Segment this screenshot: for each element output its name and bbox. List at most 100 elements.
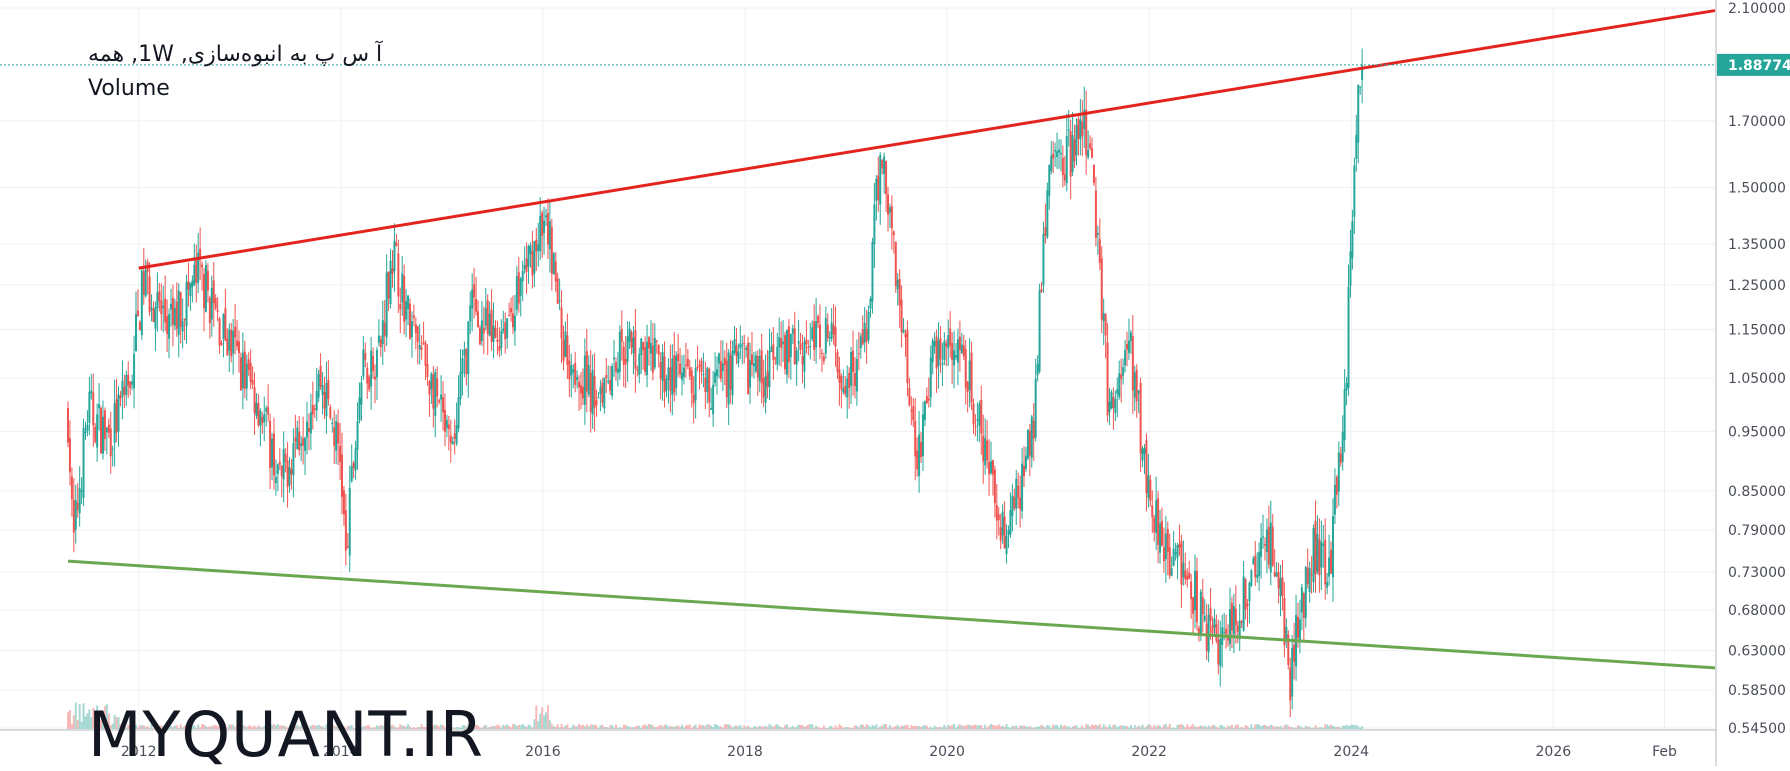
candle-body <box>1287 634 1290 665</box>
volume-bar <box>298 726 301 729</box>
candle-body <box>1106 342 1109 416</box>
volume-bar <box>135 724 138 729</box>
candle-body <box>887 194 890 215</box>
volume-bar <box>929 726 932 729</box>
volume-bar <box>1145 726 1148 729</box>
candle-body <box>342 490 345 515</box>
volume-bar <box>131 725 134 729</box>
watermark-logo: MYQUANT.IR <box>88 698 484 771</box>
candle-body <box>840 375 843 390</box>
volume-bar <box>1089 726 1092 729</box>
volume-bar <box>785 724 788 729</box>
volume-bar <box>772 726 775 729</box>
candle-body <box>721 363 724 372</box>
volume-bar <box>723 724 726 729</box>
candle-body <box>832 324 835 335</box>
volume-bar <box>325 724 328 729</box>
candle-body <box>243 351 246 389</box>
candle-body <box>168 314 171 339</box>
volume-bar <box>690 727 693 729</box>
volume-bar <box>393 726 396 729</box>
candle-body <box>107 424 110 433</box>
candle-body <box>144 269 147 297</box>
candle-body <box>416 326 419 342</box>
candle-body <box>986 440 989 461</box>
volume-bar <box>197 724 200 729</box>
candle-body <box>1228 609 1231 644</box>
candle-body <box>1110 392 1113 409</box>
candle-body <box>852 350 855 372</box>
candle-body <box>1065 135 1068 184</box>
volume-bar <box>1306 726 1309 729</box>
candle-body <box>640 338 643 355</box>
volume-bar <box>156 724 159 729</box>
candle-body <box>203 274 206 309</box>
volume-bar <box>201 724 204 729</box>
volume-bar <box>1232 727 1235 729</box>
candle-body <box>1242 576 1245 631</box>
candle-body <box>853 373 856 386</box>
volume-bar <box>867 725 870 729</box>
candle-body <box>67 408 69 443</box>
candle-body <box>766 371 769 388</box>
volume-bar <box>403 725 406 729</box>
candle-body <box>391 268 394 274</box>
current-price-badge <box>1717 53 1790 76</box>
candle-body <box>945 343 948 347</box>
volume-bar <box>1203 725 1206 729</box>
volume-bar <box>1333 726 1336 729</box>
candle-body <box>655 340 658 342</box>
candle-body <box>1131 335 1134 391</box>
candle-body <box>1297 616 1300 639</box>
volume-bar <box>933 725 936 729</box>
volume-bar <box>552 726 555 729</box>
candle-body <box>142 271 145 295</box>
candle-body <box>871 242 874 302</box>
trendlines[interactable] <box>67 9 1716 670</box>
candle-body <box>72 499 75 533</box>
candle-body <box>228 329 231 352</box>
candle-body <box>628 328 631 342</box>
candle-body <box>234 326 237 338</box>
volume-bar <box>838 724 841 729</box>
candle-body <box>1351 221 1354 259</box>
candle-body <box>306 421 309 438</box>
candle-body <box>1197 628 1200 634</box>
candle-body <box>1250 570 1253 586</box>
volume-bar <box>1188 726 1191 729</box>
volume-bar <box>537 721 540 729</box>
candle-body <box>1135 370 1138 402</box>
candle-body <box>951 343 954 361</box>
volume-bar <box>1326 724 1329 729</box>
candle-body <box>315 391 318 411</box>
candle-body <box>616 368 619 374</box>
candle-body <box>813 321 816 350</box>
candle-body <box>329 407 332 418</box>
candle-body <box>776 346 779 365</box>
volume-bar <box>239 725 242 729</box>
candle-body <box>653 338 656 368</box>
volume-bar <box>591 724 594 729</box>
volume-bar <box>533 719 536 729</box>
candle-body <box>70 476 73 500</box>
candle-body <box>593 376 596 408</box>
volume-bar <box>465 726 468 729</box>
candle-body <box>86 424 89 431</box>
volume-bar <box>290 725 293 729</box>
candle-body <box>346 546 349 548</box>
volume-bar <box>304 726 307 729</box>
volume-bar <box>430 724 433 729</box>
volume-bar <box>457 727 460 729</box>
candle-body <box>1168 547 1171 576</box>
volume-bar <box>513 724 516 729</box>
candle-body <box>302 438 305 446</box>
candle-body <box>103 410 106 439</box>
volume-bar <box>247 725 250 729</box>
volume-bar <box>1032 727 1035 729</box>
y-tick-label: 2.10000 <box>1728 1 1786 17</box>
candle-body <box>1083 109 1086 130</box>
volume-bar <box>863 726 866 729</box>
candle-body <box>817 316 820 323</box>
